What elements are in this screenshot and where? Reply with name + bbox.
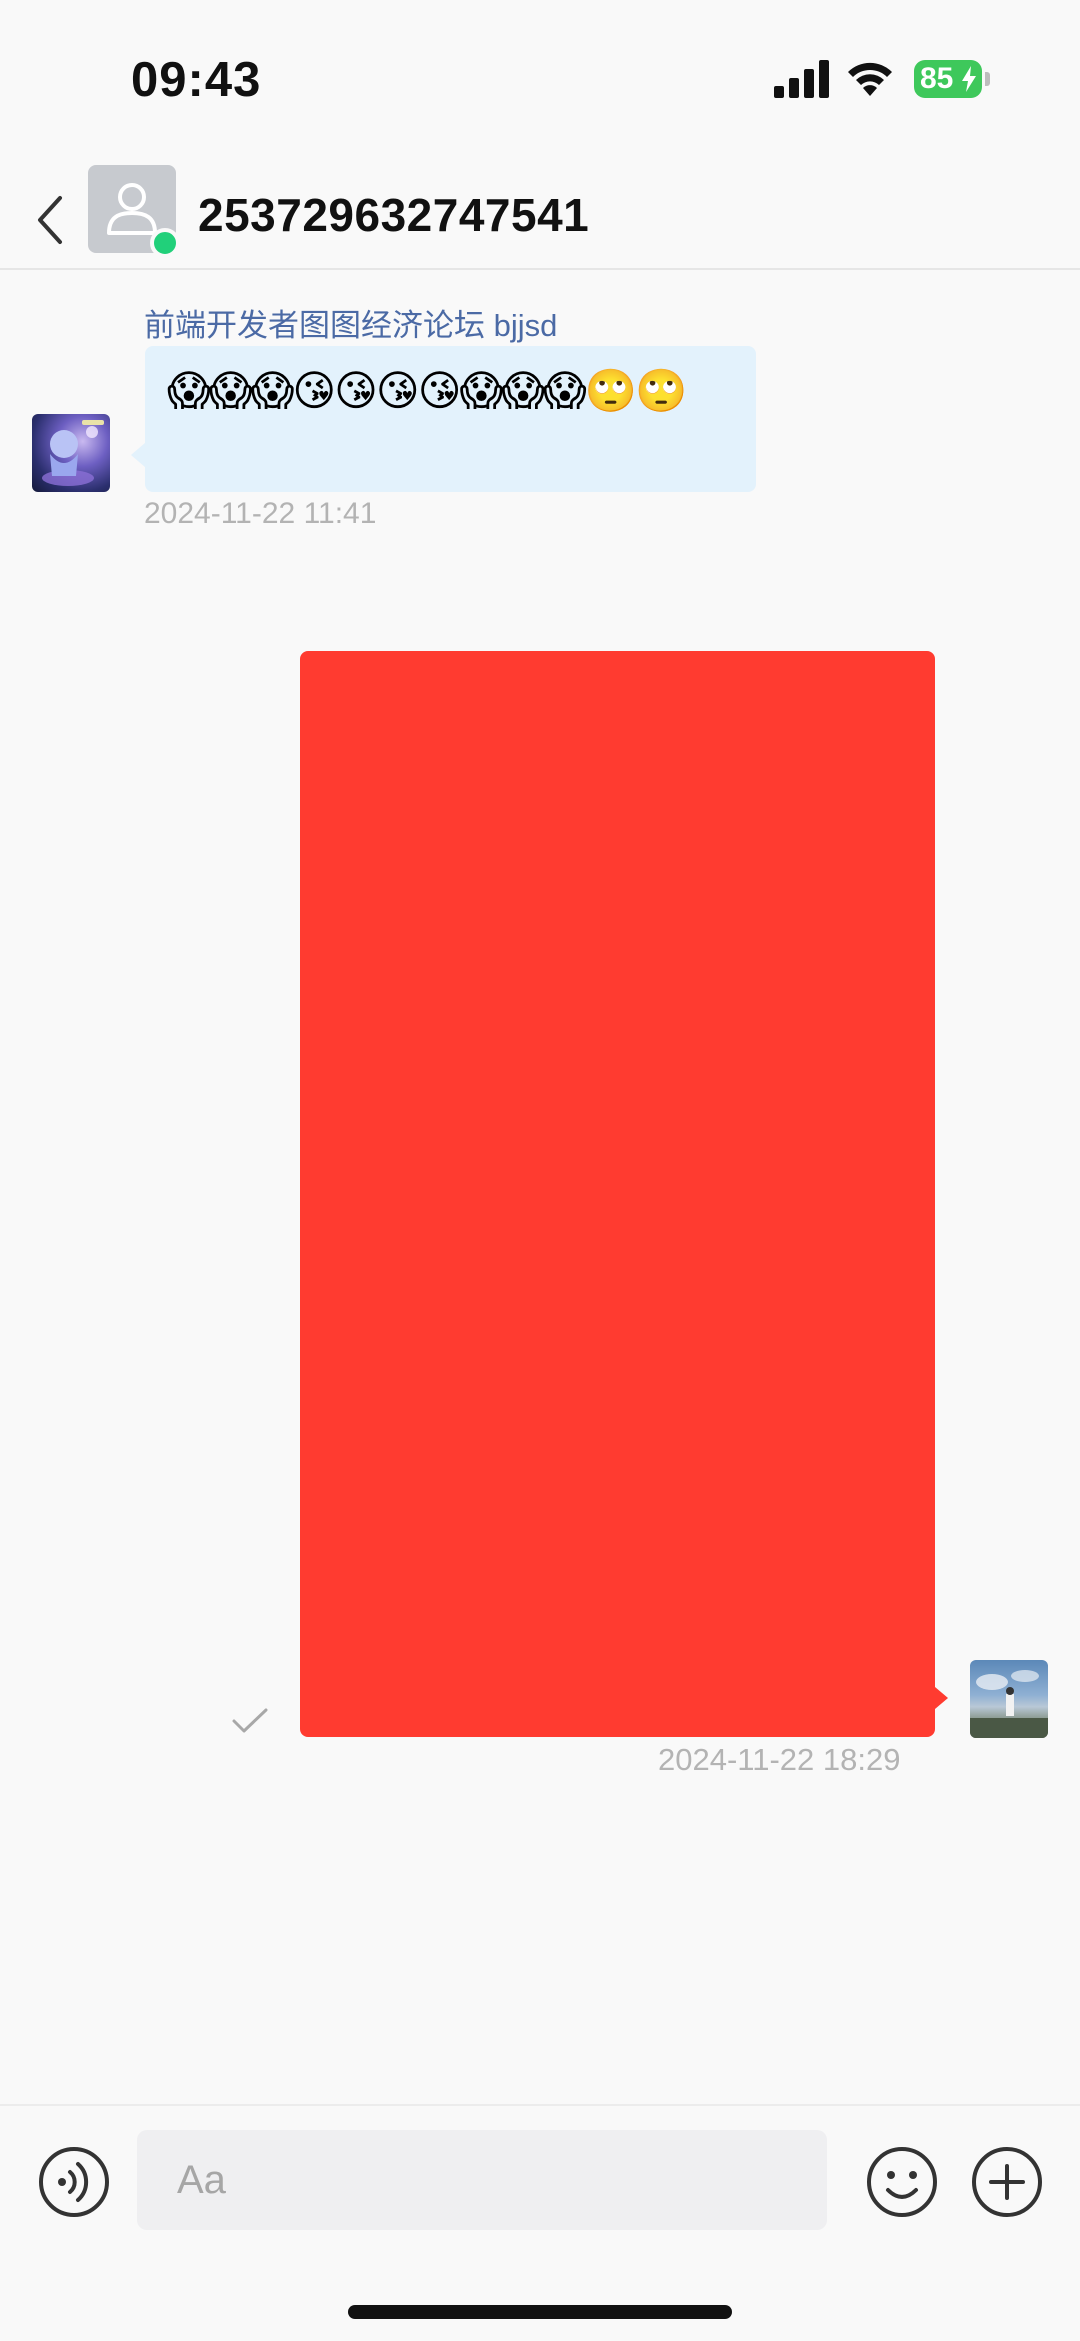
status-time: 09:43 (131, 53, 262, 107)
back-chevron-icon[interactable] (30, 190, 70, 250)
online-status-dot (150, 228, 180, 258)
chat-header: 253729632747541 (0, 150, 1080, 270)
message-text: 😱😱😱😘😘😘😘😱😱😱🙄🙄 (167, 366, 687, 415)
chat-title[interactable]: 253729632747541 (198, 189, 590, 241)
charging-bolt-icon (962, 66, 976, 92)
default-user-icon (107, 183, 157, 235)
message-input[interactable] (137, 2130, 827, 2230)
sender-avatar[interactable] (32, 414, 110, 492)
my-avatar[interactable] (970, 1660, 1048, 1738)
avatar-illustration (42, 420, 104, 486)
wifi-icon (848, 62, 892, 96)
header-divider (0, 268, 1080, 270)
battery-indicator: 85 (914, 60, 982, 98)
cellular-signal-icon (774, 60, 829, 98)
outgoing-bubble-tail (935, 1687, 948, 1709)
avatar-photo (970, 1670, 1048, 1738)
voice-input-icon[interactable] (38, 2146, 110, 2218)
emoji-icon[interactable] (866, 2146, 938, 2218)
outgoing-message-bubble[interactable] (300, 651, 935, 1737)
message-timestamp: 2024-11-22 11:41 (144, 497, 377, 530)
home-indicator[interactable] (348, 2305, 732, 2319)
composer-bar (0, 2104, 1080, 2341)
sender-name: 前端开发者图图经济论坛 bjjsd (144, 308, 558, 343)
incoming-message-bubble[interactable]: 😱😱😱😘😘😘😘😱😱😱🙄🙄 (145, 346, 756, 492)
battery-cap (985, 72, 990, 86)
sent-check-icon (232, 1708, 268, 1733)
battery-level: 85 (920, 62, 954, 95)
plus-icon[interactable] (971, 2146, 1043, 2218)
message-timestamp: 2024-11-22 18:29 (658, 1742, 901, 1777)
incoming-bubble-tail (131, 443, 145, 467)
contact-avatar[interactable] (88, 165, 176, 253)
